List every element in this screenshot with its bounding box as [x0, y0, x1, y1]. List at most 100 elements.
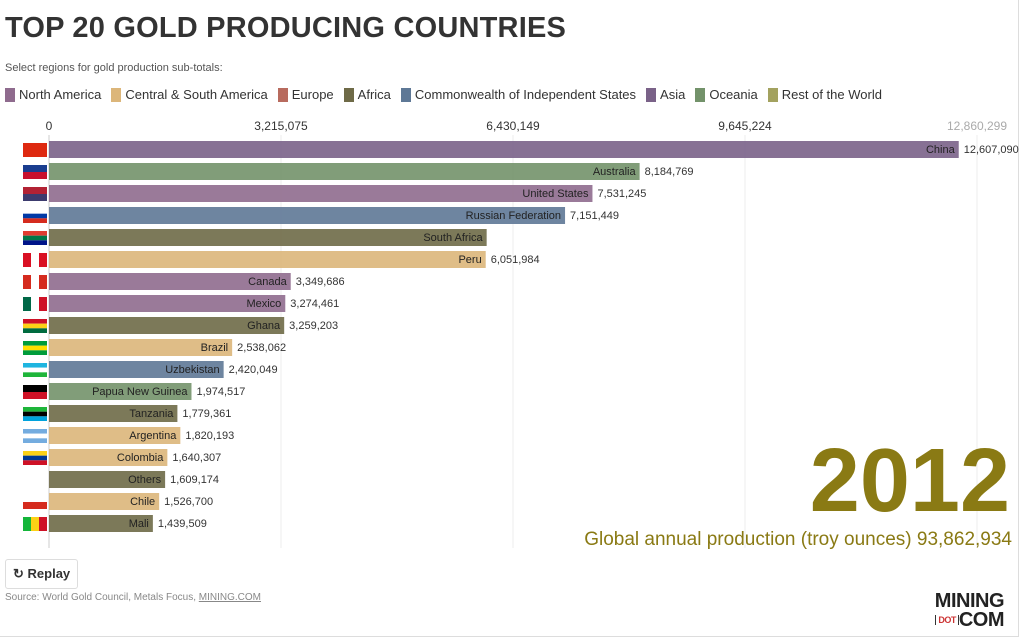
bar-group: China 12,607,090 — [23, 141, 1019, 158]
source-link[interactable]: MINING.COM — [198, 592, 261, 603]
value-label: 1,820,193 — [185, 430, 234, 442]
bar — [49, 295, 286, 312]
legend-item[interactable]: Europe — [277, 87, 334, 102]
bar-label: Tanzania — [129, 408, 174, 420]
value-label: 3,274,461 — [290, 298, 339, 310]
bar-label: Mexico — [246, 298, 281, 310]
bar — [49, 273, 291, 290]
legend-item[interactable]: North America — [5, 87, 101, 102]
flag-stripe — [31, 275, 39, 289]
bar-group: Chile 1,526,700 — [23, 493, 213, 510]
flag-stripe — [23, 363, 47, 368]
bar — [49, 383, 192, 400]
bar-label: Ghana — [247, 320, 281, 332]
legend-item[interactable]: Rest of the World — [767, 87, 882, 102]
legend-swatch — [343, 87, 354, 102]
mining-com-logo: MINING DOT COM — [934, 590, 1005, 631]
flag-icon — [23, 231, 47, 245]
flag-icon — [23, 297, 47, 311]
flag-stripe — [39, 253, 47, 267]
value-label: 1,439,509 — [158, 518, 207, 530]
bar-group: Tanzania 1,779,361 — [23, 405, 231, 422]
bar — [49, 405, 178, 422]
flag-stripe — [31, 297, 39, 311]
flag-stripe — [23, 231, 47, 236]
value-label: 6,051,984 — [491, 254, 540, 266]
flag-icon — [23, 495, 47, 509]
bar-label: Colombia — [117, 452, 164, 464]
bar-label: South Africa — [423, 232, 483, 244]
bar-group: Australia 8,184,769 — [23, 163, 694, 180]
page-title: TOP 20 GOLD PRODUCING COUNTRIES — [5, 12, 567, 44]
value-label: 1,526,700 — [164, 496, 213, 508]
flag-icon — [23, 341, 47, 355]
value-label: 7,151,449 — [570, 210, 619, 222]
legend-label: North America — [19, 87, 102, 102]
flag-stripe — [23, 297, 31, 311]
bar-label: Chile — [130, 496, 155, 508]
legend-item[interactable]: Commonwealth of Independent States — [400, 87, 636, 102]
bar — [49, 141, 959, 158]
legend-item[interactable]: Oceania — [695, 87, 758, 102]
flag-stripe — [23, 429, 47, 434]
value-label: 3,259,203 — [289, 320, 338, 332]
flag-stripe — [39, 517, 47, 531]
flag-stripe — [23, 495, 47, 502]
legend-label: Central & South America — [125, 87, 268, 102]
flag-stripe — [31, 517, 39, 531]
legend-item[interactable]: Africa — [343, 87, 391, 102]
flag-icon — [23, 385, 47, 399]
bar-label: Brazil — [201, 342, 229, 354]
bar-label: Uzbekistan — [165, 364, 219, 376]
bar-group: Russian Federation 7,151,449 — [23, 207, 619, 224]
flag-stripe — [23, 367, 47, 373]
legend-swatch — [5, 87, 15, 102]
flag-stripe — [23, 240, 47, 245]
bar-group: South Africa — [23, 229, 487, 246]
value-label: 2,538,062 — [237, 342, 286, 354]
flag-stripe — [23, 451, 47, 456]
bar — [49, 361, 224, 378]
replay-icon: ↻ — [13, 566, 24, 581]
bar — [49, 185, 593, 202]
flag-stripe — [23, 319, 47, 324]
bar-group: Brazil 2,538,062 — [23, 339, 286, 356]
flag-stripe — [23, 253, 31, 267]
subtitle: Select regions for gold production sub-t… — [5, 62, 223, 74]
axis-tick-label: 3,215,075 — [254, 119, 308, 133]
value-label: 8,184,769 — [645, 166, 694, 178]
bar — [49, 229, 487, 246]
flag-stripe — [23, 165, 47, 172]
bar-group: Uzbekistan 2,420,049 — [23, 361, 278, 378]
flag-icon — [23, 209, 47, 223]
flag-stripe — [23, 235, 47, 241]
bar-label: Others — [128, 474, 162, 486]
value-label: 1,779,361 — [182, 408, 231, 420]
value-label: 12,607,090 — [964, 144, 1019, 156]
flag-stripe — [23, 328, 47, 333]
bar-chart: 0 3,215,075 6,430,149 9,645,224 12,860,299 Ch… — [23, 119, 1019, 548]
bar-group: Peru 6,051,984 — [23, 251, 540, 268]
replay-button[interactable]: ↻ Replay — [5, 559, 79, 589]
bar — [49, 251, 486, 268]
flag-stripe — [23, 218, 47, 223]
bar — [49, 163, 640, 180]
legend-label: Africa — [357, 87, 391, 102]
legend-label: Asia — [660, 87, 686, 102]
source-note: Source: World Gold Council, Metals Focus… — [5, 592, 261, 603]
bar-group: Others 1,609,174 — [49, 471, 219, 488]
flag-stripe — [39, 297, 47, 311]
total-label: Global annual production (troy ounces) 9… — [584, 529, 1012, 550]
bar — [49, 427, 181, 444]
axis-tick-label: 0 — [46, 119, 53, 133]
legend-item[interactable]: Central & South America — [111, 87, 268, 102]
flag-stripe — [23, 150, 47, 157]
bar-label: Mali — [129, 518, 149, 530]
flag-stripe — [23, 209, 47, 214]
legend-label: Oceania — [709, 87, 758, 102]
flag-stripe — [23, 392, 47, 399]
value-label: 2,420,049 — [229, 364, 278, 376]
legend-item[interactable]: Asia — [646, 87, 685, 102]
value-label: 7,531,245 — [597, 188, 646, 200]
flag-stripe — [23, 275, 31, 289]
